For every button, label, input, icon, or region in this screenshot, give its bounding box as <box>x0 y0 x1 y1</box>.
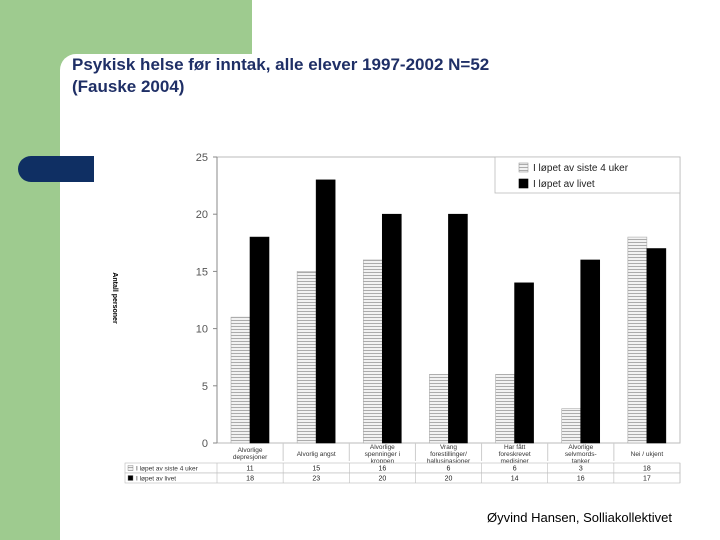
x-category-label: Alvorlige spenninger i kroppen <box>365 444 400 465</box>
table-cell: 6 <box>447 466 451 473</box>
bar-livet <box>580 259 601 444</box>
bar-siste-4-uker <box>429 374 449 444</box>
table-cell: 11 <box>246 466 253 473</box>
table-cell: 18 <box>246 476 254 483</box>
table-cell: 20 <box>378 476 386 483</box>
table-cell: 14 <box>511 476 519 483</box>
x-category-label: Har fått foreskrevet medisiner <box>499 443 531 465</box>
y-tick-label: 0 <box>202 438 208 450</box>
legend-swatch <box>518 178 529 189</box>
slide-title: Psykisk helse før inntak, alle elever 19… <box>72 54 692 98</box>
table-row <box>124 472 681 484</box>
legend-entry: I løpet av livet <box>533 179 595 190</box>
y-tick-label: 15 <box>196 266 208 278</box>
bar-livet <box>514 282 534 444</box>
table-cell: 3 <box>579 466 583 473</box>
left-accent-bar <box>0 0 60 540</box>
slide-title-line1: Psykisk helse før inntak, alle elever 19… <box>72 55 490 74</box>
table-cell: 15 <box>312 466 320 473</box>
y-tick-label: 25 <box>196 152 208 164</box>
bar-livet <box>381 213 402 444</box>
table-cell: 16 <box>577 476 585 483</box>
table-cell: 23 <box>312 476 320 483</box>
x-category-label: Nei / ukjent <box>631 451 664 458</box>
x-category-label: Vrang forestillinger/hallusinasjoner <box>427 444 471 465</box>
bar-chart: 0 5 10 15 20 25 Antall personer Alvorlige depre… <box>111 152 681 484</box>
bar-siste-4-uker <box>495 374 515 444</box>
table-row <box>124 462 681 474</box>
table-cell: 16 <box>378 466 386 473</box>
x-category-label: Alvorlige selvmords-tanker <box>565 444 597 465</box>
legend-swatch <box>518 162 529 173</box>
bar-livet <box>448 213 468 444</box>
bar-siste-4-uker <box>230 316 251 444</box>
table-cell: 6 <box>513 466 517 473</box>
bar-siste-4-uker <box>627 236 648 444</box>
y-axis-label: Antall personer <box>111 272 118 324</box>
x-category-label: Alvorlige depresjoner <box>233 447 268 461</box>
y-tick-label: 10 <box>196 324 208 336</box>
bar-livet <box>315 179 336 444</box>
table-cell: 17 <box>643 476 651 483</box>
bar-siste-4-uker <box>561 408 582 444</box>
table-row-label: I løpet av siste 4 uker <box>136 466 199 473</box>
navy-bullet-accent <box>18 156 94 182</box>
bar-siste-4-uker <box>362 259 383 444</box>
bar-livet <box>249 236 270 444</box>
table-cell: 20 <box>445 476 453 483</box>
table-row-label: I løpet av livet <box>136 476 176 483</box>
table-swatch <box>127 465 134 471</box>
x-category-label: Alvorlig angst <box>297 451 336 458</box>
table-cell: 18 <box>643 466 651 473</box>
y-tick-label: 5 <box>202 381 208 393</box>
legend-entry: I løpet av siste 4 uker <box>533 163 629 174</box>
y-tick-label: 20 <box>196 209 208 221</box>
footer-credit: Øyvind Hansen, Solliakollektivet <box>487 510 672 525</box>
table-swatch <box>127 475 134 481</box>
bar-livet <box>646 248 667 444</box>
slide-title-line2: (Fauske 2004) <box>72 77 185 96</box>
accent-curve <box>60 54 252 70</box>
bar-siste-4-uker <box>296 271 317 444</box>
